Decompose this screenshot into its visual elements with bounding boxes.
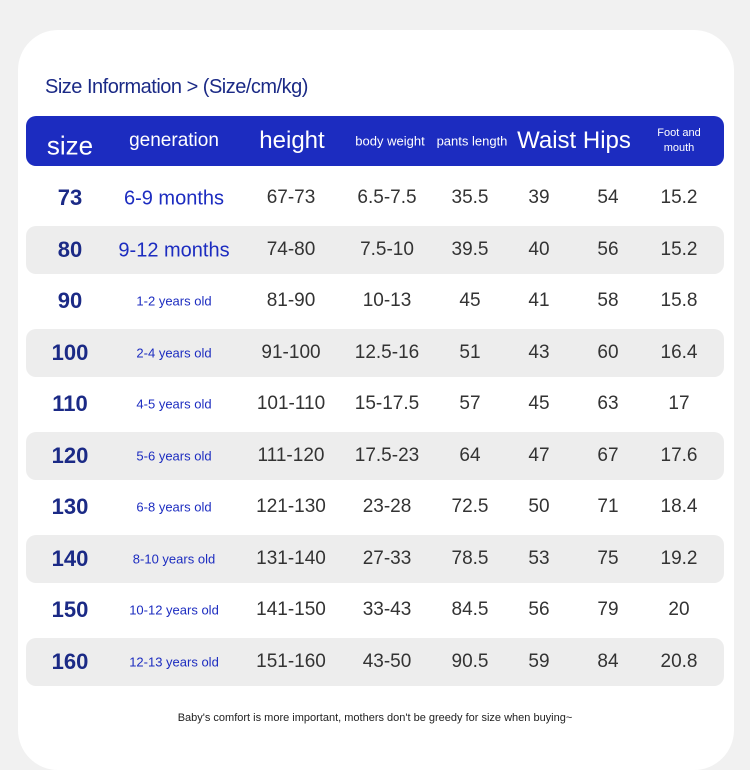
row-band [26,637,724,686]
cell: 79 [597,599,619,620]
row-band [26,534,724,583]
generation-cell: 2-4 years old [136,345,212,360]
generation-cell: 12-13 years old [129,654,219,669]
cell: 63 [597,393,619,414]
cell: 57 [459,393,481,414]
header-cell: Foot and mouth [657,127,701,154]
cell: 45 [528,393,550,414]
cell: 43 [528,341,550,363]
cell: 111-120 [257,444,325,466]
generation-cell: 6-8 years old [136,499,212,515]
cell: 56 [597,238,619,260]
cell: 72.5 [451,496,489,517]
generation-cell: 5-6 years old [136,448,212,463]
cell: 43-50 [362,650,412,672]
cell: 20 [668,599,690,620]
cell: 12.5-16 [354,341,420,363]
cell: 101-110 [256,393,326,414]
cell: 121-130 [256,496,326,517]
cell: 15-17.5 [354,393,420,414]
generation-cell: 10-12 years old [129,602,219,618]
footnote: Baby's comfort is more important, mother… [177,712,573,724]
cell: 7.5-10 [360,238,414,260]
header-cell: height [259,127,325,154]
cell: 84.5 [451,599,489,620]
cell: 50 [528,496,550,517]
size-cell: 100 [51,339,89,365]
size-cell: 90 [57,288,83,313]
size-cell: 110 [52,391,88,416]
cell: 84 [597,650,619,672]
cell: 71 [597,496,619,517]
size-cell: 140 [51,545,89,571]
cell: 23-28 [362,496,412,517]
cell: 51 [459,341,481,363]
cell: 41 [528,290,550,311]
cell: 35.5 [451,187,489,208]
cell: 16.4 [660,341,698,363]
cell: 64 [459,444,481,466]
page: Size Information > (Size/cm/kg) Baby's c… [18,30,734,770]
generation-cell: 4-5 years old [136,396,212,412]
size-cell: 80 [57,236,83,262]
row-band [26,225,724,274]
cell: 15.2 [660,238,698,260]
cell: 54 [597,187,619,208]
cell: 67-73 [266,187,316,208]
cell: 19.2 [660,547,698,569]
size-cell: 130 [51,494,89,519]
cell: 151-160 [256,650,326,672]
cell: 90.5 [451,650,489,672]
cell: 59 [528,650,550,672]
cell: 131-140 [256,547,326,569]
cell: 39.5 [451,238,489,260]
title: Size Information > (Size/cm/kg) [45,76,308,98]
cell: 78.5 [451,547,489,569]
size-cell: 160 [51,648,89,674]
cell: 39 [528,187,550,208]
cell: 27-33 [362,547,412,569]
cell: 75 [597,547,619,569]
cell: 40 [528,238,550,260]
header-cell: size [46,130,94,161]
cell: 15.2 [660,187,698,208]
cell: 10-13 [362,290,412,311]
generation-cell: 8-10 years old [132,551,216,566]
cell: 17.6 [660,444,698,466]
cell: 53 [528,547,550,569]
size-cell: 150 [51,597,89,622]
cell: 6.5-7.5 [357,187,417,208]
generation-cell: 1-2 years old [136,293,212,309]
cell: 81-90 [266,290,316,311]
cell: 91-100 [261,341,321,363]
header-cell: generation [129,130,219,151]
cell: 67 [597,444,619,466]
header-cell: body weight [355,133,425,149]
cell: 33-43 [362,599,412,620]
cell: 56 [528,599,550,620]
cell: 60 [597,341,619,363]
row-band [26,328,724,377]
cell: 58 [597,290,619,311]
cell: 18.4 [660,496,698,517]
cell: 20.8 [660,650,698,672]
header-bar [26,116,724,166]
header-cell: pants length [436,133,508,149]
cell: 141-150 [256,599,326,620]
cell: 17 [668,393,690,414]
cell: 74-80 [266,238,316,260]
generation-cell: 9-12 months [118,239,230,261]
cell: 15.8 [660,290,698,311]
generation-cell: 6-9 months [123,187,225,210]
cell: 17.5-23 [354,444,420,466]
cell: 45 [459,290,481,311]
cell: 47 [528,444,550,466]
size-cell: 120 [51,442,89,468]
row-band [26,431,724,480]
size-cell: 73 [57,185,83,210]
header-cell: Waist Hips [517,127,631,154]
